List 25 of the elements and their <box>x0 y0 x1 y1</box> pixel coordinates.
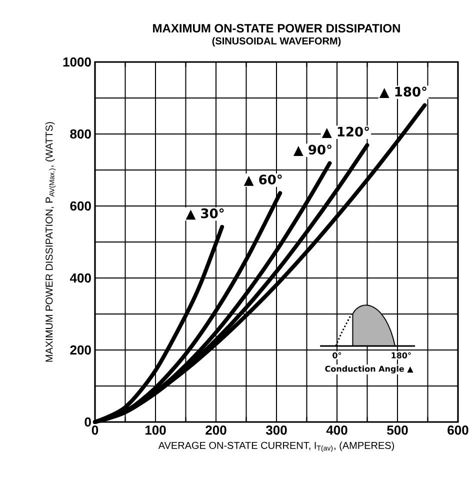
series-label: ▲ 180° <box>379 86 426 98</box>
annotation: 0° <box>332 352 342 358</box>
series-label: ▲ 120° <box>322 126 369 138</box>
x-axis-title: AVERAGE ON-STATE CURRENT, I$_{T(av)}$, (AMPERES) <box>158 442 394 452</box>
chart-title: MAXIMUM ON-STATE POWER DISSIPATION <box>153 24 400 33</box>
x-tick-label: 200 <box>206 426 226 435</box>
series-label: ▲ 90° <box>293 144 332 156</box>
x-tick-label: 600 <box>448 426 468 435</box>
x-tick-label: 300 <box>266 426 287 435</box>
x-tick-label: 0 <box>92 426 98 435</box>
x-tick-label: 100 <box>145 426 166 435</box>
x-tick-label: 500 <box>387 426 408 435</box>
series-label: ▲ 30° <box>186 208 224 220</box>
chart-subtitle: (SINUSOIDAL WAVEFORM) <box>212 37 341 46</box>
annotation: 180° <box>392 352 411 358</box>
y-tick-label: 600 <box>70 201 91 211</box>
annotation: Conduction Angle ▲ <box>325 366 414 374</box>
y-tick-label: 0 <box>84 417 91 427</box>
x-tick-label: 400 <box>326 426 348 435</box>
series-label: ▲ 60° <box>244 174 282 186</box>
y-axis-title: MAXIMUM POWER DISSIPATION, P$_{AV(Max.)}$, (WATTS) <box>45 122 56 362</box>
y-tick-label: 800 <box>70 129 91 139</box>
y-tick-label: 400 <box>70 273 91 283</box>
y-tick-label: 1000 <box>63 57 91 67</box>
y-tick-label: 200 <box>70 345 91 355</box>
